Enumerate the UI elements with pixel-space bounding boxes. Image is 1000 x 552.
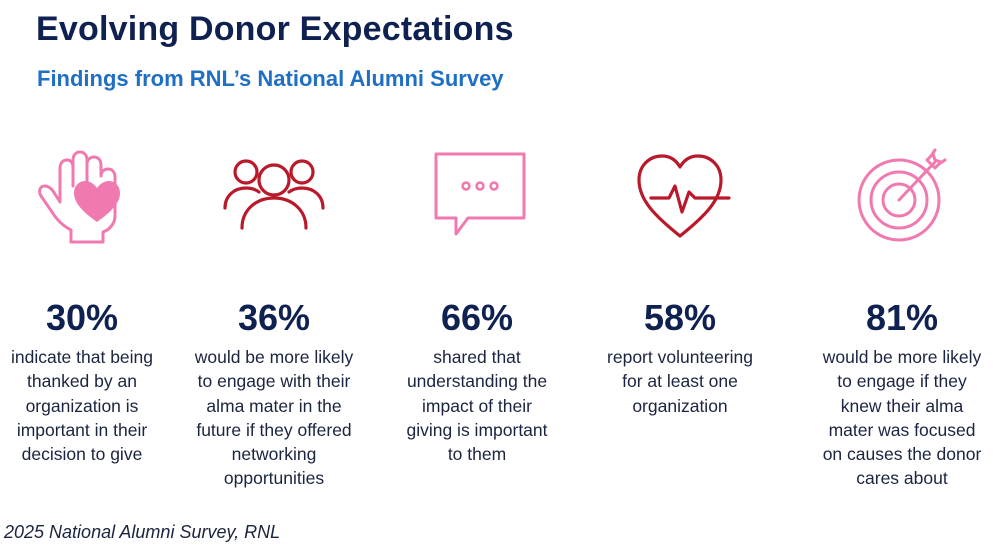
stat-description-line: important in their	[16, 419, 148, 440]
stat-description-line: mater was focused	[828, 419, 976, 440]
stat-description-line: report volunteering	[607, 347, 753, 367]
stat-description-line: would be more likely	[822, 347, 982, 367]
stat-percent: 58%	[643, 297, 717, 338]
stat-description-line: opportunities	[223, 468, 325, 489]
target-arrow-icon	[847, 146, 957, 246]
stat-description-line: impact of their	[422, 395, 532, 416]
stat-description-line: shared that	[433, 347, 521, 367]
stat-percent: 81%	[865, 297, 939, 338]
stat-percent: 36%	[237, 297, 311, 338]
stat-description-line: organization is	[25, 395, 139, 416]
source-citation: 2025 National Alumni Survey, RNL	[4, 522, 281, 542]
stat-description-line: for at least one	[622, 371, 738, 392]
stat-description: would be more likely to engage with thei…	[179, 345, 369, 491]
stat-description-line: alma mater in the	[206, 395, 342, 416]
chat-bubble-icon	[422, 146, 532, 246]
stat-description-line: giving is important	[406, 419, 548, 440]
stat-description: indicate that being thanked by an organi…	[0, 345, 177, 466]
stat-description-line: to them	[447, 444, 507, 465]
page-subtitle: Findings from RNL’s National Alumni Surv…	[37, 66, 504, 91]
stat-description-line: to engage with their	[197, 371, 351, 392]
page-title: Evolving Donor Expectations	[36, 10, 514, 48]
stat-description-line: decision to give	[21, 444, 143, 465]
stat-description-line: thanked by an	[27, 371, 137, 392]
people-group-icon	[219, 146, 329, 246]
hand-heart-icon	[27, 146, 137, 246]
stat-description: report volunteering for at least one org…	[585, 345, 775, 418]
stat-description-line: to engage if they	[837, 371, 967, 392]
stat-description-line: knew their alma	[840, 395, 964, 416]
stat-description-line: organization	[632, 395, 728, 416]
stat-description-line: cares about	[856, 468, 948, 489]
stat-description-line: on causes the donor	[822, 444, 982, 465]
stat-description-line: indicate that being	[10, 347, 154, 367]
stat-description-line: future if they offered	[196, 419, 352, 440]
stat-description: shared that understanding the impact of …	[382, 345, 572, 466]
stat-percent: 30%	[45, 297, 119, 338]
stat-description-line: understanding the	[406, 371, 548, 392]
stat-percent: 66%	[440, 297, 514, 338]
heartbeat-icon	[625, 146, 735, 246]
stat-description-line: would be more likely	[194, 347, 354, 367]
stat-description-line: networking	[231, 444, 317, 465]
stat-description: would be more likely to engage if they k…	[807, 345, 997, 491]
